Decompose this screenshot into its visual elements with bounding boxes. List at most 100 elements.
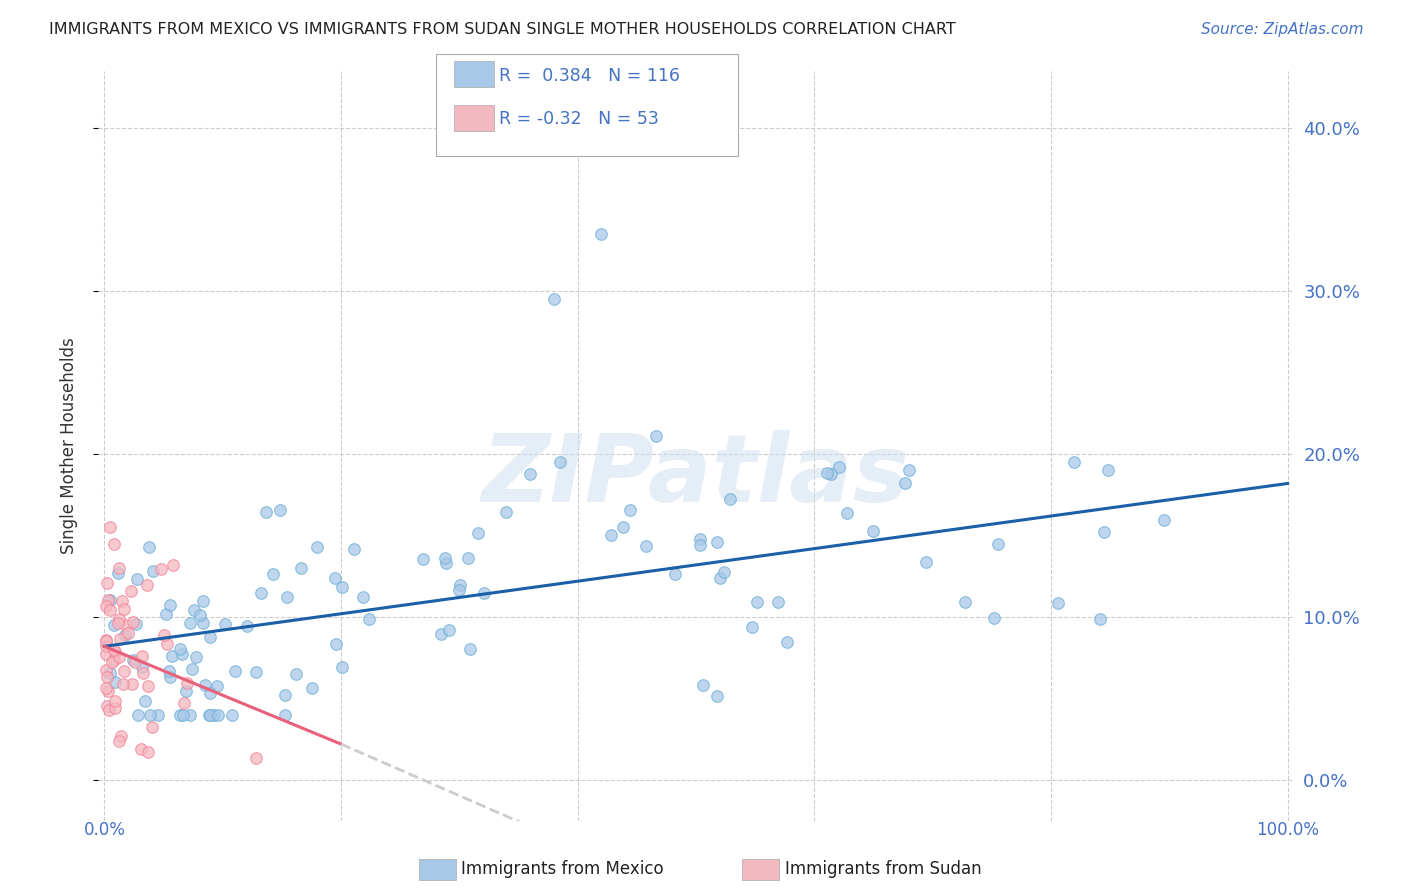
Point (1063, 454, 1085, 468)
Text: IMMIGRANTS FROM MEXICO VS IMMIGRANTS FROM SUDAN SINGLE MOTHER HOUSEHOLDS CORRELA: IMMIGRANTS FROM MEXICO VS IMMIGRANTS FRO… (49, 22, 956, 37)
Point (179, 707, 201, 722)
Point (447, 582, 470, 597)
Point (709, 571, 731, 585)
Point (692, 678, 714, 692)
Point (274, 688, 297, 702)
Point (591, 227, 613, 242)
Point (131, 665, 153, 680)
Point (330, 660, 353, 674)
Point (111, 677, 134, 691)
Point (285, 666, 308, 681)
Point (1097, 462, 1119, 476)
Point (250, 586, 273, 600)
Point (103, 643, 125, 657)
Point (706, 689, 728, 703)
Point (437, 623, 460, 637)
Point (194, 678, 217, 692)
Point (352, 590, 374, 604)
Point (117, 626, 139, 640)
Point (111, 593, 134, 607)
Point (173, 696, 195, 710)
Point (894, 476, 917, 491)
Point (519, 467, 541, 481)
Point (96, 670, 118, 684)
Point (103, 653, 125, 667)
Point (645, 429, 668, 443)
Point (183, 603, 205, 617)
Point (94, 647, 117, 661)
Point (274, 707, 297, 722)
Point (718, 491, 741, 506)
Point (94, 681, 117, 695)
Point (434, 556, 457, 570)
Point (263, 566, 285, 581)
Point (98, 520, 121, 534)
Point (103, 618, 125, 632)
Point (136, 578, 159, 592)
Point (110, 729, 132, 743)
Point (186, 650, 208, 665)
Point (198, 630, 221, 644)
Point (146, 707, 169, 722)
Point (176, 675, 198, 690)
Point (495, 505, 517, 519)
Point (269, 503, 291, 517)
Point (245, 665, 267, 679)
Point (112, 602, 135, 616)
Point (1088, 612, 1111, 626)
Point (131, 648, 153, 663)
Point (94, 664, 117, 678)
Point (180, 662, 202, 676)
Point (150, 562, 173, 576)
Point (543, 293, 565, 307)
Point (188, 607, 211, 622)
Text: Source: ZipAtlas.com: Source: ZipAtlas.com (1201, 22, 1364, 37)
Point (198, 707, 221, 722)
Text: 100.0%: 100.0% (1256, 821, 1319, 838)
Point (254, 505, 277, 519)
Point (101, 655, 124, 669)
Point (457, 551, 479, 566)
Point (689, 532, 711, 546)
Text: Immigrants from Sudan: Immigrants from Sudan (785, 860, 981, 878)
Point (433, 551, 456, 566)
Point (94, 633, 117, 648)
Point (162, 648, 184, 663)
Point (290, 561, 312, 575)
Point (301, 681, 323, 695)
Point (1153, 513, 1175, 527)
Point (202, 707, 225, 722)
Point (122, 615, 145, 630)
Point (112, 664, 135, 678)
Point (766, 595, 789, 609)
Point (276, 590, 298, 604)
Point (325, 637, 347, 651)
Point (745, 595, 768, 609)
Y-axis label: Single Mother Households: Single Mother Households (59, 338, 77, 554)
Point (97, 593, 120, 607)
Point (221, 707, 243, 722)
Point (172, 647, 194, 661)
Point (820, 467, 842, 481)
Point (108, 612, 131, 626)
Point (94, 640, 117, 654)
Point (127, 707, 149, 722)
Point (835, 506, 858, 520)
Point (121, 653, 143, 667)
Point (897, 462, 920, 476)
Text: ZIPatlas: ZIPatlas (482, 430, 910, 522)
Point (915, 555, 938, 569)
Point (664, 566, 686, 581)
Text: R =  0.384   N = 116: R = 0.384 N = 116 (499, 67, 681, 85)
Point (987, 537, 1010, 551)
Point (103, 693, 125, 707)
Point (612, 520, 634, 534)
Point (104, 701, 127, 715)
Point (152, 628, 174, 642)
Point (412, 552, 434, 566)
Point (107, 566, 129, 581)
Point (828, 459, 851, 474)
Point (1046, 596, 1069, 610)
Point (96, 698, 118, 713)
Point (121, 677, 143, 691)
